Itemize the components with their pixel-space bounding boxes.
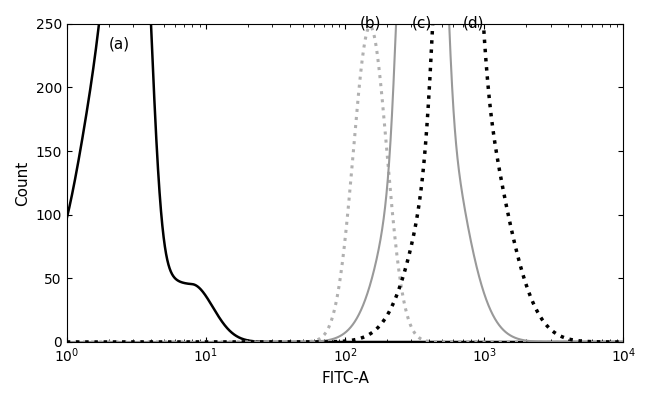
Text: (b): (b)	[359, 15, 381, 30]
Text: (d): (d)	[462, 15, 484, 30]
Text: (c): (c)	[411, 15, 432, 30]
Y-axis label: Count: Count	[15, 160, 30, 206]
Text: (a): (a)	[109, 37, 130, 52]
X-axis label: FITC-A: FITC-A	[321, 371, 369, 386]
